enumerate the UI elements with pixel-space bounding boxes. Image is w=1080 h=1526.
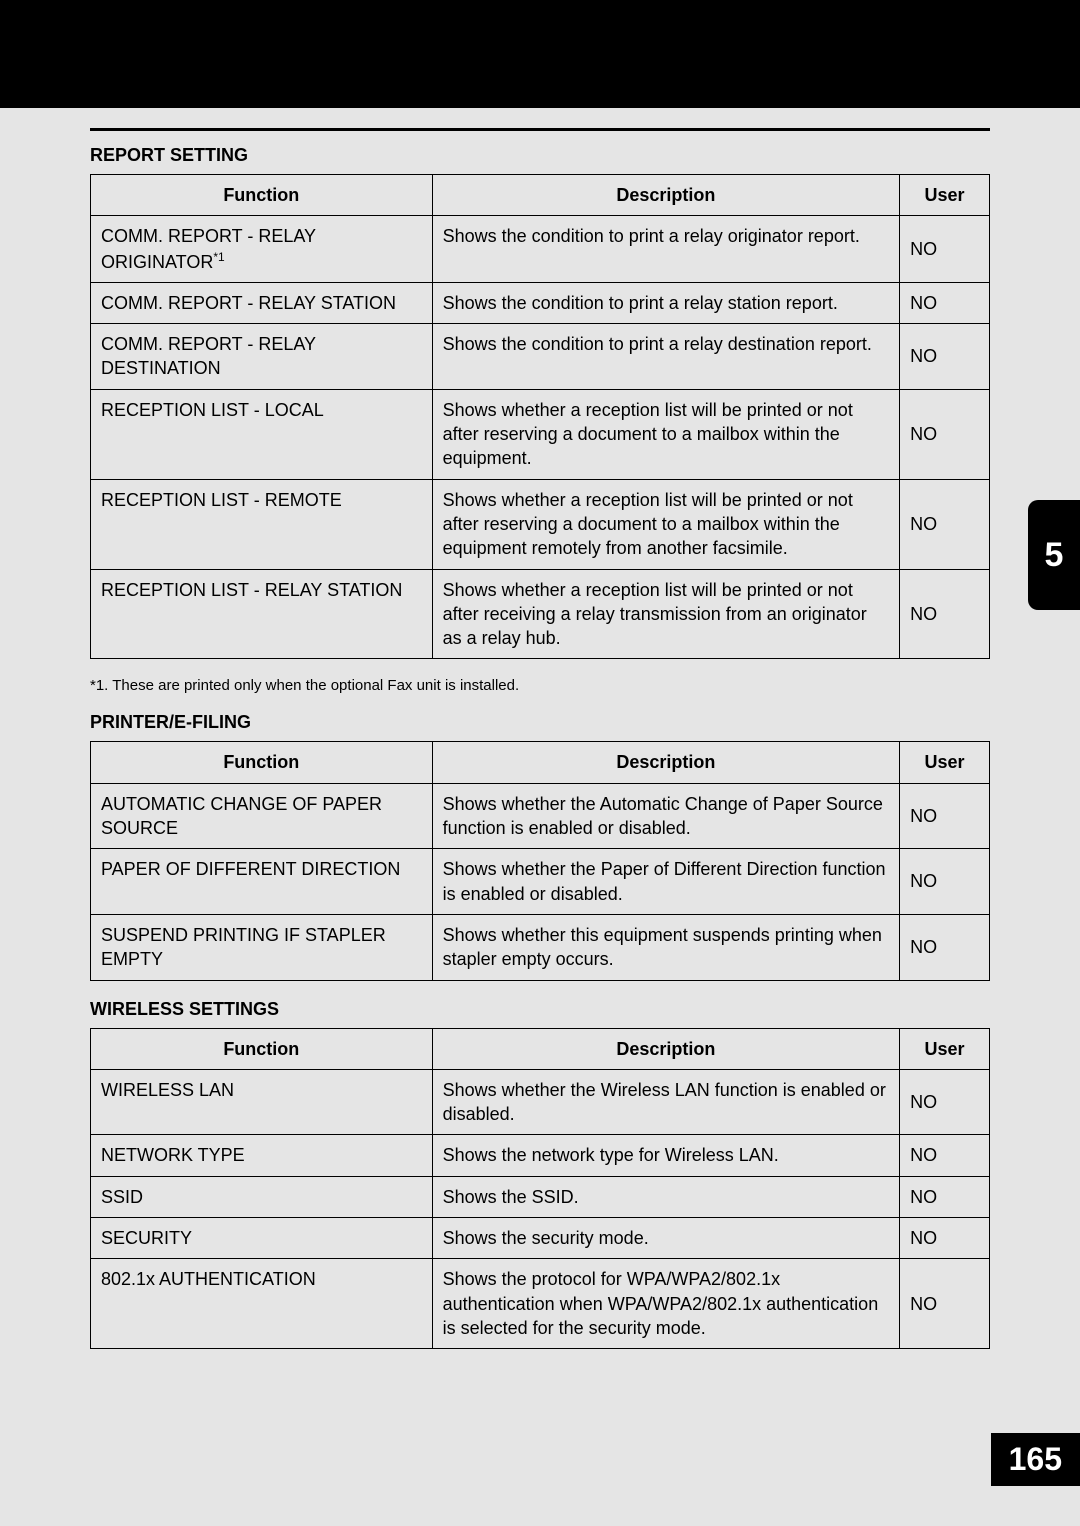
cell-user: NO bbox=[900, 783, 990, 849]
table-row: SUSPEND PRINTING IF STAPLER EMPTY Shows … bbox=[91, 914, 990, 980]
footnote-text: *1. These are printed only when the opti… bbox=[90, 677, 990, 694]
col-header-user: User bbox=[900, 1028, 990, 1069]
cell-user: NO bbox=[900, 914, 990, 980]
cell-user: NO bbox=[900, 1135, 990, 1176]
cell-description: Shows whether a reception list will be p… bbox=[432, 569, 899, 659]
cell-user: NO bbox=[900, 1069, 990, 1135]
page-number: 165 bbox=[991, 1433, 1080, 1486]
page-content: REPORT SETTING Function Description User… bbox=[0, 108, 1080, 1349]
table-report-setting: Function Description User COMM. REPORT -… bbox=[90, 174, 990, 659]
table-row: SSID Shows the SSID. NO bbox=[91, 1176, 990, 1217]
cell-user: NO bbox=[900, 1218, 990, 1259]
table-row: NETWORK TYPE Shows the network type for … bbox=[91, 1135, 990, 1176]
cell-description: Shows the protocol for WPA/WPA2/802.1x a… bbox=[432, 1259, 899, 1349]
col-header-description: Description bbox=[432, 175, 899, 216]
cell-function: RECEPTION LIST - RELAY STATION bbox=[91, 569, 433, 659]
col-header-function: Function bbox=[91, 1028, 433, 1069]
cell-description: Shows the SSID. bbox=[432, 1176, 899, 1217]
cell-function: COMM. REPORT - RELAY DESTINATION bbox=[91, 324, 433, 390]
page-header-bar bbox=[0, 0, 1080, 108]
table-printer-efiling: Function Description User AUTOMATIC CHAN… bbox=[90, 741, 990, 980]
col-header-description: Description bbox=[432, 1028, 899, 1069]
cell-description: Shows whether the Automatic Change of Pa… bbox=[432, 783, 899, 849]
table-row: SECURITY Shows the security mode. NO bbox=[91, 1218, 990, 1259]
section-title-report-setting: REPORT SETTING bbox=[90, 145, 990, 166]
table-header-row: Function Description User bbox=[91, 1028, 990, 1069]
cell-function-text: COMM. REPORT - RELAY ORIGINATOR bbox=[101, 226, 316, 271]
cell-description: Shows the network type for Wireless LAN. bbox=[432, 1135, 899, 1176]
cell-function: RECEPTION LIST - REMOTE bbox=[91, 479, 433, 569]
col-header-description: Description bbox=[432, 742, 899, 783]
cell-description: Shows whether this equipment suspends pr… bbox=[432, 914, 899, 980]
section-title-printer-efiling: PRINTER/E-FILING bbox=[90, 712, 990, 733]
cell-function: WIRELESS LAN bbox=[91, 1069, 433, 1135]
cell-user: NO bbox=[900, 849, 990, 915]
cell-description: Shows the condition to print a relay sta… bbox=[432, 282, 899, 323]
cell-user: NO bbox=[900, 389, 990, 479]
col-header-function: Function bbox=[91, 175, 433, 216]
table-row: COMM. REPORT - RELAY ORIGINATOR*1 Shows … bbox=[91, 216, 990, 283]
table-header-row: Function Description User bbox=[91, 175, 990, 216]
cell-function: 802.1x AUTHENTICATION bbox=[91, 1259, 433, 1349]
cell-function: SSID bbox=[91, 1176, 433, 1217]
cell-user: NO bbox=[900, 282, 990, 323]
cell-description: Shows the condition to print a relay ori… bbox=[432, 216, 899, 283]
cell-description: Shows whether a reception list will be p… bbox=[432, 389, 899, 479]
cell-description: Shows whether a reception list will be p… bbox=[432, 479, 899, 569]
table-row: COMM. REPORT - RELAY STATION Shows the c… bbox=[91, 282, 990, 323]
table-row: 802.1x AUTHENTICATION Shows the protocol… bbox=[91, 1259, 990, 1349]
col-header-user: User bbox=[900, 742, 990, 783]
cell-description: Shows the condition to print a relay des… bbox=[432, 324, 899, 390]
cell-user: NO bbox=[900, 324, 990, 390]
table-row: PAPER OF DIFFERENT DIRECTION Shows wheth… bbox=[91, 849, 990, 915]
chapter-tab: 5 bbox=[1028, 500, 1080, 610]
cell-user: NO bbox=[900, 1259, 990, 1349]
cell-function: SUSPEND PRINTING IF STAPLER EMPTY bbox=[91, 914, 433, 980]
cell-description: Shows the security mode. bbox=[432, 1218, 899, 1259]
table-row: AUTOMATIC CHANGE OF PAPER SOURCE Shows w… bbox=[91, 783, 990, 849]
table-row: RECEPTION LIST - RELAY STATION Shows whe… bbox=[91, 569, 990, 659]
cell-function: AUTOMATIC CHANGE OF PAPER SOURCE bbox=[91, 783, 433, 849]
cell-description: Shows whether the Wireless LAN function … bbox=[432, 1069, 899, 1135]
cell-function: COMM. REPORT - RELAY ORIGINATOR*1 bbox=[91, 216, 433, 283]
table-row: COMM. REPORT - RELAY DESTINATION Shows t… bbox=[91, 324, 990, 390]
table-row: WIRELESS LAN Shows whether the Wireless … bbox=[91, 1069, 990, 1135]
cell-user: NO bbox=[900, 216, 990, 283]
cell-description: Shows whether the Paper of Different Dir… bbox=[432, 849, 899, 915]
footnote-ref: *1 bbox=[213, 250, 224, 264]
cell-function: RECEPTION LIST - LOCAL bbox=[91, 389, 433, 479]
top-rule bbox=[90, 128, 990, 131]
cell-user: NO bbox=[900, 1176, 990, 1217]
table-row: RECEPTION LIST - LOCAL Shows whether a r… bbox=[91, 389, 990, 479]
table-wireless-settings: Function Description User WIRELESS LAN S… bbox=[90, 1028, 990, 1350]
col-header-user: User bbox=[900, 175, 990, 216]
table-header-row: Function Description User bbox=[91, 742, 990, 783]
cell-function: PAPER OF DIFFERENT DIRECTION bbox=[91, 849, 433, 915]
cell-user: NO bbox=[900, 479, 990, 569]
cell-function: NETWORK TYPE bbox=[91, 1135, 433, 1176]
col-header-function: Function bbox=[91, 742, 433, 783]
table-row: RECEPTION LIST - REMOTE Shows whether a … bbox=[91, 479, 990, 569]
cell-user: NO bbox=[900, 569, 990, 659]
section-title-wireless-settings: WIRELESS SETTINGS bbox=[90, 999, 990, 1020]
cell-function: COMM. REPORT - RELAY STATION bbox=[91, 282, 433, 323]
cell-function: SECURITY bbox=[91, 1218, 433, 1259]
